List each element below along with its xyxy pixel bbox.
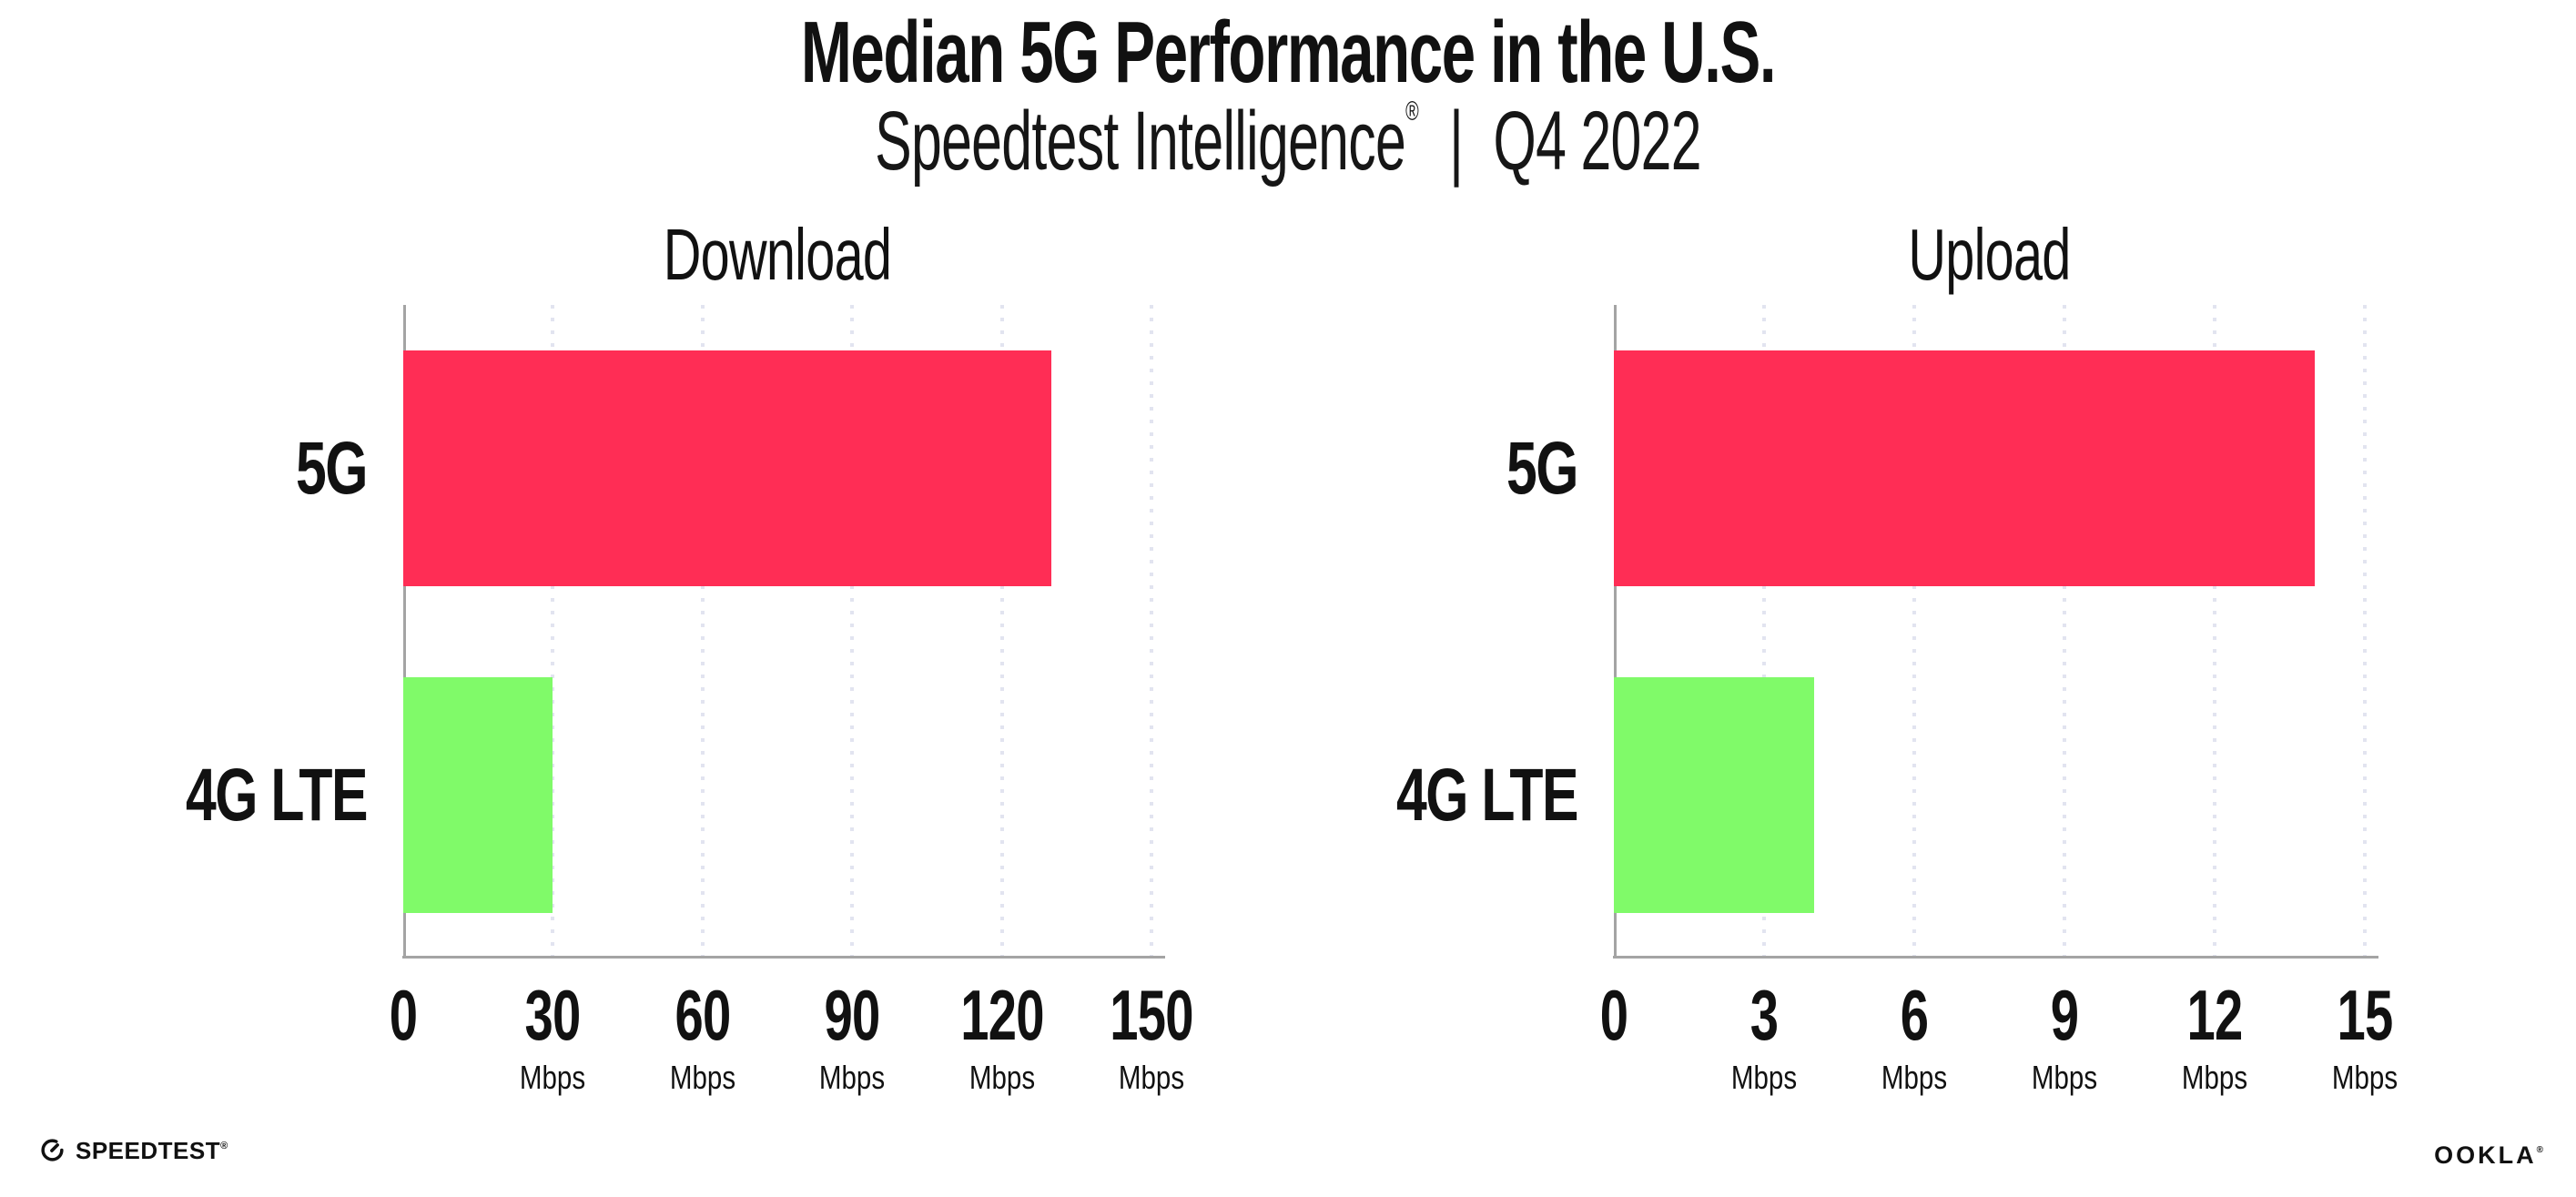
x-tick-value: 3: [1749, 975, 1779, 1055]
x-tick-150: 150 Mbps: [1051, 979, 1252, 1094]
x-tick-6: 6 Mbps: [1814, 979, 2014, 1094]
x-tick-90: 90 Mbps: [752, 979, 952, 1094]
x-tick-30: 30 Mbps: [452, 979, 653, 1094]
gridline-12: [2213, 305, 2216, 959]
x-tick-unit: Mbps: [2181, 1059, 2248, 1096]
speedtest-logo: SPEEDTEST®: [40, 1138, 228, 1162]
x-tick-9: 9 Mbps: [1964, 979, 2165, 1094]
x-tick-value: 0: [1599, 975, 1628, 1055]
upload-chart-title: Upload: [1908, 214, 2071, 295]
bar-4g-lte: [403, 677, 553, 913]
x-tick-unit: Mbps: [669, 1059, 735, 1096]
x-tick-0: 0: [303, 979, 503, 1050]
subtitle-brand: Speedtest Intelligence: [875, 95, 1406, 188]
registered-trademark-icon: ®: [220, 1140, 228, 1151]
page-title: Median 5G Performance in the U.S.: [800, 4, 1777, 101]
ookla-logo: OOKLA®: [2434, 1143, 2543, 1168]
y-axis: [403, 305, 406, 959]
x-tick-value: 6: [1900, 975, 1929, 1055]
subtitle-period: Q4 2022: [1493, 95, 1702, 188]
subtitle-separator: |: [1449, 95, 1464, 188]
x-tick-unit: Mbps: [520, 1059, 586, 1096]
x-tick-value: 0: [389, 975, 418, 1055]
x-tick-unit: Mbps: [969, 1059, 1035, 1096]
x-tick-unit: Mbps: [2331, 1059, 2399, 1096]
x-tick-unit: Mbps: [2031, 1059, 2098, 1096]
gridline-9: [2063, 305, 2066, 959]
gridline-90: [850, 305, 855, 959]
registered-trademark-icon: ®: [1405, 96, 1419, 127]
upload-plot-area: [1613, 305, 2378, 959]
x-tick-120: 120 Mbps: [902, 979, 1102, 1094]
x-tick-unit: Mbps: [1118, 1059, 1185, 1096]
x-tick-value: 9: [2050, 975, 2079, 1055]
gridline-15: [2363, 305, 2367, 959]
row-label-4g-lte: 4G LTE: [185, 753, 369, 837]
x-tick-0: 0: [1514, 979, 1714, 1050]
row-label-5g: 5G: [296, 426, 368, 510]
gridline-3: [1762, 305, 1766, 959]
download-chart-title: Download: [663, 214, 892, 295]
x-tick-unit: Mbps: [1881, 1059, 1948, 1096]
speedtest-logo-text: SPEEDTEST®: [76, 1136, 228, 1164]
ookla-logo-text: OOKLA: [2434, 1141, 2537, 1169]
x-tick-value: 120: [959, 975, 1044, 1055]
row-label-4g-lte: 4G LTE: [1395, 753, 1579, 837]
download-plot-area: [402, 305, 1165, 959]
x-tick-value: 60: [674, 975, 731, 1055]
bar-5g: [1614, 350, 2315, 586]
bar-5g: [403, 350, 1052, 586]
x-axis: [402, 956, 1165, 959]
x-tick-value: 12: [2186, 975, 2243, 1055]
registered-trademark-icon: ®: [2536, 1145, 2543, 1155]
x-axis: [1613, 956, 2378, 959]
gauge-icon: [41, 1139, 64, 1161]
gridline-120: [999, 305, 1004, 959]
x-tick-value: 150: [1110, 975, 1193, 1055]
x-tick-value: 15: [2337, 975, 2393, 1055]
x-tick-15: 15 Mbps: [2265, 979, 2465, 1094]
bar-4g-lte: [1614, 677, 1814, 913]
row-label-5g: 5G: [1506, 426, 1578, 510]
page-subtitle: Speedtest Intelligence® | Q4 2022: [438, 96, 2138, 184]
x-tick-3: 3 Mbps: [1664, 979, 1864, 1094]
x-tick-12: 12 Mbps: [2115, 979, 2315, 1094]
y-axis: [1614, 305, 1617, 959]
x-tick-value: 30: [524, 975, 582, 1055]
gridline-6: [1912, 305, 1916, 959]
x-tick-value: 90: [824, 975, 881, 1055]
gridline-150: [1150, 305, 1153, 959]
x-tick-60: 60 Mbps: [603, 979, 803, 1094]
x-tick-unit: Mbps: [819, 1059, 886, 1096]
x-tick-unit: Mbps: [1730, 1059, 1798, 1096]
gridline-60: [700, 305, 705, 959]
gridline-30: [551, 305, 555, 959]
